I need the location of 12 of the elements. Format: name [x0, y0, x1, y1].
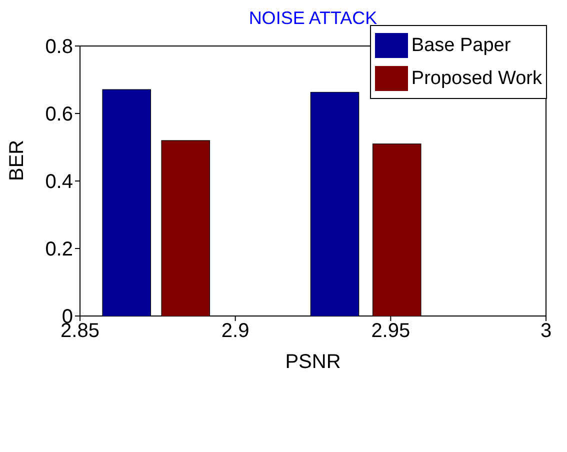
legend-label: Proposed Work	[411, 68, 542, 90]
x-axis-title: PSNR	[285, 351, 341, 373]
x-tick-label: 3	[540, 320, 552, 342]
y-tick-label: 0.6	[45, 104, 73, 126]
y-tick-label: 0.2	[45, 238, 73, 261]
y-tick-label: 0.8	[45, 36, 73, 58]
x-tick-label: 2.95	[371, 320, 410, 342]
x-tick-label: 2.9	[221, 320, 250, 342]
y-axis-title: BER	[6, 140, 28, 181]
y-tick-label: 0.4	[45, 171, 73, 194]
chart-title: NOISE ATTACK	[248, 8, 378, 29]
legend-label: Base Paper	[411, 34, 511, 56]
